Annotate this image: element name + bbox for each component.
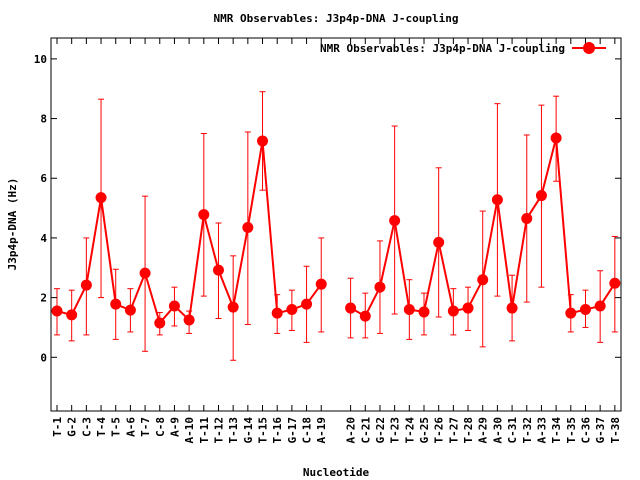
x-tick-label: A-33 (535, 417, 548, 444)
data-point (609, 277, 621, 289)
data-point (124, 304, 136, 316)
data-point (462, 302, 474, 314)
x-tick-label: T-23 (389, 417, 402, 444)
x-tick-label: A-10 (183, 417, 196, 444)
data-point (66, 309, 78, 321)
data-point (242, 221, 254, 233)
y-tick-label: 4 (40, 232, 47, 245)
data-point (477, 274, 489, 286)
data-point (345, 302, 357, 314)
x-tick-label: G-2 (66, 417, 79, 437)
x-tick-label: T-38 (609, 417, 622, 444)
data-point (95, 192, 107, 204)
plot-frame (50, 37, 622, 412)
y-tick-label: 6 (40, 172, 47, 185)
plot-area (51, 91, 621, 361)
data-point (374, 281, 386, 293)
x-tick-label: T-11 (198, 417, 211, 444)
data-point (389, 215, 401, 227)
x-tick-label: T-16 (271, 417, 284, 444)
legend: NMR Observables: J3p4p-DNA J-coupling (320, 42, 606, 55)
data-point (51, 305, 63, 317)
x-tick-label: T-4 (95, 417, 108, 437)
x-tick-label: T-26 (433, 417, 446, 444)
data-point (168, 300, 180, 312)
x-tick-label: T-28 (462, 417, 475, 444)
data-point (301, 298, 313, 310)
data-point (565, 307, 577, 319)
data-point (227, 301, 239, 313)
x-tick-label: T-12 (212, 417, 225, 444)
x-tick-label: T-27 (447, 417, 460, 444)
x-tick-label: C-18 (301, 417, 314, 444)
x-tick-label: A-30 (491, 417, 504, 444)
x-tick-label: A-19 (315, 417, 328, 444)
x-tick-label: G-17 (286, 417, 299, 444)
data-point (491, 194, 503, 206)
data-point (198, 209, 210, 221)
data-point (271, 307, 283, 319)
y-axis-label: J3p4p-DNA (Hz) (6, 178, 19, 271)
data-point (521, 213, 533, 225)
x-tick-label: T-24 (403, 417, 416, 444)
x-tick-label: C-31 (506, 417, 519, 444)
data-point (433, 236, 445, 248)
x-tick-label: T-1 (51, 417, 64, 437)
chart-title: NMR Observables: J3p4p-DNA J-coupling (213, 12, 458, 25)
data-point (183, 314, 195, 326)
data-point (403, 304, 415, 316)
series-line (56, 140, 323, 326)
x-tick-label: T-15 (257, 417, 270, 444)
x-tick-label: T-5 (110, 417, 123, 437)
x-tick-label: C-3 (80, 417, 93, 437)
data-point (594, 300, 606, 312)
data-point (110, 298, 122, 310)
x-tick-label: G-14 (242, 417, 255, 444)
x-tick-label: G-37 (594, 417, 607, 444)
data-point (212, 264, 224, 276)
x-tick-label: C-8 (154, 417, 167, 437)
x-tick-label: T-34 (550, 417, 563, 444)
data-point (315, 278, 327, 290)
data-point (154, 317, 166, 329)
x-axis-label: Nucleotide (303, 466, 370, 479)
data-point (535, 190, 547, 202)
y-tick-label: 8 (40, 113, 47, 126)
data-point (579, 304, 591, 316)
x-tick-label: G-22 (374, 417, 387, 444)
x-tick-label: A-20 (345, 417, 358, 444)
x-tick-label: T-32 (521, 417, 534, 444)
x-tick-label: T-13 (227, 417, 240, 444)
x-tick-label: G-25 (418, 417, 431, 444)
x-tick-label: T-35 (565, 417, 578, 444)
data-point (139, 267, 151, 279)
y-tick-label: 2 (40, 292, 47, 305)
data-point (257, 135, 269, 147)
legend-marker (583, 42, 595, 54)
x-tick-label: T-7 (139, 417, 152, 437)
x-tick-label: C-21 (359, 417, 372, 444)
x-tick-label: A-29 (477, 417, 490, 444)
x-tick-label: C-36 (579, 417, 592, 444)
x-tick-label: A-9 (168, 417, 181, 437)
legend-label: NMR Observables: J3p4p-DNA J-coupling (320, 42, 565, 55)
data-point (418, 306, 430, 318)
y-tick-label: 0 (40, 351, 47, 364)
data-point (506, 302, 518, 314)
data-point (80, 279, 92, 291)
data-point (286, 304, 298, 316)
data-point (447, 305, 459, 317)
data-point (550, 132, 562, 144)
y-tick-label: 10 (34, 53, 47, 66)
x-tick-label: A-6 (124, 417, 137, 437)
data-point (359, 310, 371, 322)
